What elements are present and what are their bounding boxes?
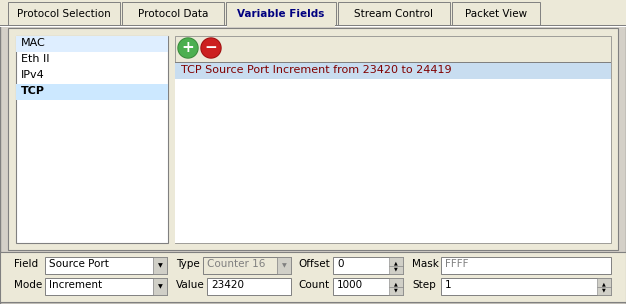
Text: +: + xyxy=(182,40,195,56)
Text: Count: Count xyxy=(298,280,329,290)
Text: Packet View: Packet View xyxy=(465,9,527,19)
Bar xyxy=(153,278,167,295)
Bar xyxy=(175,63,611,79)
Bar xyxy=(441,278,611,295)
Text: ▼: ▼ xyxy=(394,266,398,271)
Text: Value: Value xyxy=(176,280,205,290)
Bar xyxy=(207,278,291,295)
Text: Mask: Mask xyxy=(412,259,439,269)
Bar xyxy=(16,36,168,52)
Bar xyxy=(227,25,335,27)
Text: Protocol Selection: Protocol Selection xyxy=(17,9,111,19)
Bar xyxy=(16,84,168,100)
Text: Stream Control: Stream Control xyxy=(354,9,433,19)
Bar xyxy=(175,63,611,243)
Circle shape xyxy=(178,38,198,58)
Text: ▼: ▼ xyxy=(158,263,162,268)
Bar xyxy=(0,26,626,27)
Bar xyxy=(226,2,336,26)
Text: ▼: ▼ xyxy=(282,263,286,268)
Bar xyxy=(0,0,626,26)
Text: TCP: TCP xyxy=(21,86,45,96)
Bar xyxy=(16,36,168,243)
Bar xyxy=(277,257,291,274)
Text: Variable Fields: Variable Fields xyxy=(237,9,325,19)
Bar xyxy=(153,257,167,274)
Bar xyxy=(389,257,403,265)
Text: ▼: ▼ xyxy=(602,287,606,292)
Bar xyxy=(333,257,403,274)
Bar xyxy=(8,2,120,26)
Bar xyxy=(203,257,291,274)
Text: Increment: Increment xyxy=(49,280,102,290)
Circle shape xyxy=(179,39,197,57)
Text: IPv4: IPv4 xyxy=(21,70,44,80)
Text: 23420: 23420 xyxy=(211,280,244,290)
Bar xyxy=(597,278,611,286)
Text: Protocol Data: Protocol Data xyxy=(138,9,208,19)
Bar xyxy=(8,28,618,250)
Circle shape xyxy=(201,38,221,58)
Text: 0: 0 xyxy=(337,259,344,269)
Bar xyxy=(389,265,403,274)
Text: ▲: ▲ xyxy=(394,281,398,286)
Text: MAC: MAC xyxy=(21,38,46,48)
Text: TCP Source Port Increment from 23420 to 24419: TCP Source Port Increment from 23420 to … xyxy=(181,65,451,75)
Bar xyxy=(389,286,403,295)
Text: Mode: Mode xyxy=(14,280,42,290)
Bar xyxy=(175,36,611,243)
Bar xyxy=(45,257,167,274)
Text: 1: 1 xyxy=(445,280,451,290)
Bar xyxy=(122,2,224,26)
Circle shape xyxy=(202,39,220,57)
Text: Field: Field xyxy=(14,259,38,269)
Text: 1000: 1000 xyxy=(337,280,363,290)
Bar xyxy=(389,278,403,286)
Text: FFFF: FFFF xyxy=(445,259,468,269)
Text: −: − xyxy=(205,40,217,56)
Text: ▲: ▲ xyxy=(602,281,606,286)
Bar xyxy=(333,278,403,295)
Bar xyxy=(0,252,626,302)
Bar xyxy=(597,286,611,295)
Bar xyxy=(441,257,611,274)
Bar xyxy=(45,278,167,295)
Text: ▲: ▲ xyxy=(394,260,398,265)
Text: Type: Type xyxy=(176,259,200,269)
Text: Eth II: Eth II xyxy=(21,54,49,64)
Text: ▼: ▼ xyxy=(394,287,398,292)
Bar xyxy=(452,2,540,26)
Text: Offset: Offset xyxy=(298,259,330,269)
Bar xyxy=(175,62,611,63)
Text: Counter 16: Counter 16 xyxy=(207,259,265,269)
Bar xyxy=(338,2,450,26)
Text: ▼: ▼ xyxy=(158,284,162,289)
Text: Source Port: Source Port xyxy=(49,259,109,269)
Bar xyxy=(0,25,626,26)
Text: Step: Step xyxy=(412,280,436,290)
